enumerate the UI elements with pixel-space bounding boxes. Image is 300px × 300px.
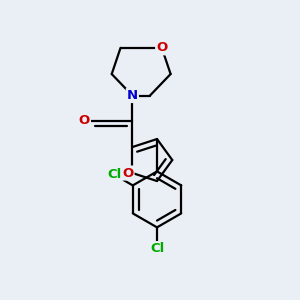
Text: N: N [127, 89, 138, 102]
Text: Cl: Cl [150, 242, 164, 255]
Text: O: O [122, 167, 134, 179]
Text: Cl: Cl [107, 168, 122, 181]
Text: O: O [156, 41, 167, 54]
Text: O: O [79, 114, 90, 127]
